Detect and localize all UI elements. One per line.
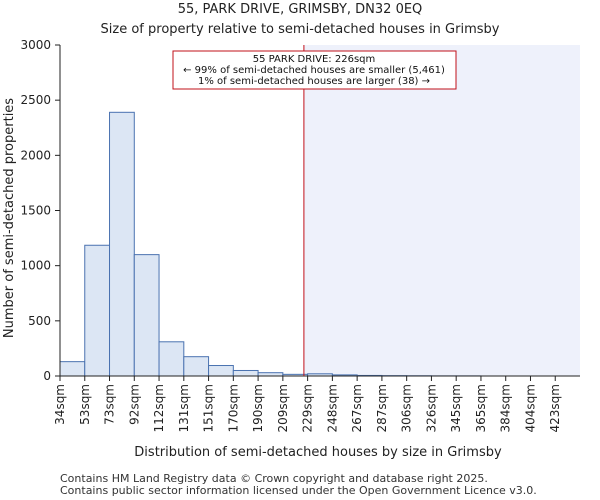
x-axis-label: Distribution of semi-detached houses by … xyxy=(134,445,502,460)
bar xyxy=(59,361,86,377)
y-tick-label: 500 xyxy=(28,314,51,328)
bar xyxy=(232,369,259,377)
x-tick-label: 229sqm xyxy=(301,384,315,432)
chart-title: 55, PARK DRIVE, GRIMSBY, DN32 0EQ xyxy=(178,2,423,17)
x-tick-label: 92sqm xyxy=(127,384,141,425)
chart-subtitle: Size of property relative to semi-detach… xyxy=(101,22,500,37)
footer-line-2: Contains public sector information licen… xyxy=(60,484,537,497)
y-tick-label: 1000 xyxy=(20,259,51,273)
x-tick-label: 131sqm xyxy=(177,384,191,432)
x-tick-label: 384sqm xyxy=(499,384,513,432)
y-tick-label: 1500 xyxy=(20,204,51,218)
y-tick-label: 2000 xyxy=(20,148,51,162)
bar xyxy=(109,111,135,377)
y-axis-label: Number of semi-detached properties xyxy=(2,98,17,338)
x-tick-label: 248sqm xyxy=(325,384,339,432)
x-tick-label: 287sqm xyxy=(375,384,389,432)
bar xyxy=(183,356,210,377)
x-tick-label: 190sqm xyxy=(251,384,265,432)
annotation-border xyxy=(172,50,457,90)
x-tick-label: 151sqm xyxy=(202,384,216,432)
y-tick-label: 2500 xyxy=(20,93,51,107)
y-tick-label: 0 xyxy=(43,369,51,383)
x-tick-label: 53sqm xyxy=(78,384,92,425)
bar xyxy=(158,341,185,377)
larger-properties-region xyxy=(303,45,580,376)
annotation-line-2: ← 99% of semi-detached houses are smalle… xyxy=(183,65,445,76)
x-tick-label: 34sqm xyxy=(53,384,67,425)
bar xyxy=(133,254,160,377)
annotation-line-1: 55 PARK DRIVE: 226sqm xyxy=(253,54,376,65)
x-tick-label: 404sqm xyxy=(523,384,537,432)
x-tick-label: 345sqm xyxy=(449,384,463,432)
x-tick-label: 306sqm xyxy=(400,384,414,432)
x-tick-label: 267sqm xyxy=(350,384,364,432)
x-tick-label: 112sqm xyxy=(152,384,166,432)
x-tick-label: 73sqm xyxy=(103,384,117,425)
y-tick-label: 3000 xyxy=(20,38,51,52)
x-tick-label: 170sqm xyxy=(226,384,240,432)
bar xyxy=(84,244,111,377)
x-tick-label: 326sqm xyxy=(424,384,438,432)
annotation-box: 55 PARK DRIVE: 226sqm ← 99% of semi-deta… xyxy=(172,50,457,90)
x-tick-label: 423sqm xyxy=(548,384,562,432)
annotation-line-3: 1% of semi-detached houses are larger (3… xyxy=(198,76,430,87)
x-tick-label: 365sqm xyxy=(474,384,488,432)
x-tick-label: 209sqm xyxy=(276,384,290,432)
footer-line-1: Contains HM Land Registry data © Crown c… xyxy=(60,472,488,485)
bar xyxy=(208,365,234,377)
